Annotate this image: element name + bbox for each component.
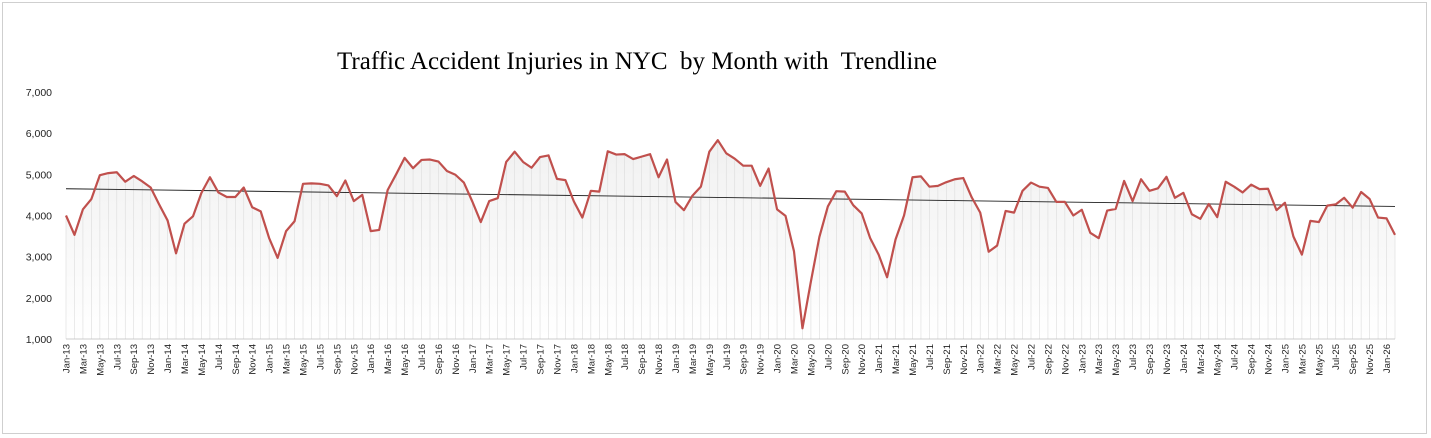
x-tick-label: May-13 (95, 344, 106, 376)
trendline-layer (65, 188, 1396, 207)
x-tick-label: Nov-22 (1060, 344, 1071, 375)
x-tick-label: Mar-25 (1297, 344, 1308, 374)
x-tick-label: Nov-15 (349, 344, 360, 375)
x-tick-label: Sep-25 (1348, 344, 1359, 375)
grid-layer (65, 140, 1396, 340)
trendline (65, 188, 1396, 207)
y-tick-label: 1,000 (26, 334, 52, 346)
x-tick-label: Nov-17 (552, 344, 563, 375)
y-axis: 1,000 2,000 3,000 4,000 5,000 6,000 7,000 (26, 87, 52, 346)
x-tick-label: May-19 (705, 344, 716, 376)
x-tick-label: Mar-15 (282, 344, 293, 374)
x-tick-label: Mar-18 (586, 344, 597, 374)
x-tick-label: May-22 (1010, 344, 1021, 376)
x-tick-label: May-24 (1213, 344, 1224, 376)
x-tick-label: Jul-19 (722, 344, 733, 370)
chart-title: Traffic Accident Injuries in NYC by Mont… (337, 48, 937, 75)
x-tick-label: Nov-14 (248, 344, 259, 375)
x-tick-label: Nov-25 (1365, 344, 1376, 375)
x-tick-label: Mar-22 (993, 344, 1004, 374)
x-tick-label: May-15 (299, 344, 310, 376)
x-tick-label: Nov-21 (959, 344, 970, 375)
x-tick-label: May-20 (806, 344, 817, 376)
x-tick-label: Jan-18 (569, 344, 580, 373)
y-tick-label: 5,000 (26, 169, 52, 181)
x-tick-label: Jul-13 (112, 344, 123, 370)
x-tick-label: Nov-13 (146, 344, 157, 375)
x-tick-label: Jul-21 (925, 344, 936, 370)
x-tick-label: Jan-16 (366, 344, 377, 373)
x-tick-label: Mar-23 (1094, 344, 1105, 374)
x-tick-label: Mar-24 (1196, 344, 1207, 374)
x-tick-label: Mar-13 (78, 344, 89, 374)
series-area-fill (66, 140, 1395, 339)
x-tick-label: Sep-24 (1247, 344, 1258, 375)
x-tick-label: May-23 (1111, 344, 1122, 376)
x-tick-label: May-17 (502, 344, 513, 376)
x-tick-label: Jan-19 (671, 344, 682, 373)
x-tick-label: Jul-15 (315, 344, 326, 370)
x-tick-label: Sep-13 (129, 344, 140, 375)
x-tick-label: Sep-18 (637, 344, 648, 375)
x-tick-label: Nov-24 (1264, 344, 1275, 375)
x-tick-label: Sep-17 (536, 344, 547, 375)
x-tick-label: May-21 (908, 344, 919, 376)
x-tick-label: Jul-14 (214, 344, 225, 370)
x-tick-label: Mar-17 (485, 344, 496, 374)
x-tick-label: Sep-14 (231, 344, 242, 375)
x-tick-label: Nov-23 (1162, 344, 1173, 375)
x-tick-label: Jan-23 (1077, 344, 1088, 373)
x-axis: Jan-13 Mar-13 May-13 Jul-13 Sep-13 Nov-13 Jan-… (62, 344, 1394, 376)
x-tick-label: Sep-20 (840, 344, 851, 375)
x-tick-label: Jul-24 (1230, 344, 1241, 370)
x-tick-label: Jan-17 (468, 344, 479, 373)
x-tick-label: Jan-25 (1280, 344, 1291, 373)
series-line-layer (64, 139, 1396, 330)
x-tick-label: May-18 (603, 344, 614, 376)
x-tick-label: Jan-13 (62, 344, 73, 373)
x-tick-label: Jan-21 (874, 344, 885, 373)
x-tick-label: Jul-22 (1027, 344, 1038, 370)
x-tick-label: Nov-19 (756, 344, 767, 375)
y-tick-label: 4,000 (26, 211, 52, 223)
area-fill-layer (66, 140, 1395, 339)
x-tick-label: Jan-26 (1382, 344, 1393, 373)
x-tick-label: Sep-22 (1043, 344, 1054, 375)
x-tick-label: Jan-15 (265, 344, 276, 373)
x-tick-label: May-14 (197, 344, 208, 376)
x-tick-label: Jul-20 (823, 344, 834, 370)
y-tick-label: 7,000 (26, 87, 52, 99)
x-tick-label: Sep-23 (1145, 344, 1156, 375)
x-tick-label: Sep-16 (434, 344, 445, 375)
x-tick-label: Jul-18 (620, 344, 631, 370)
x-tick-label: Mar-19 (688, 344, 699, 374)
x-tick-label: Sep-15 (332, 344, 343, 375)
x-tick-label: Jul-16 (417, 344, 428, 370)
x-tick-label: Nov-16 (451, 344, 462, 375)
x-tick-label: Nov-18 (654, 344, 665, 375)
x-tick-label: Jul-25 (1331, 344, 1342, 370)
x-tick-label: Jan-22 (976, 344, 987, 373)
x-tick-label: Jan-14 (163, 344, 174, 373)
x-tick-label: Jul-17 (519, 344, 530, 370)
x-tick-label: Sep-19 (739, 344, 750, 375)
x-tick-label: Mar-20 (789, 344, 800, 374)
y-tick-label: 6,000 (26, 128, 52, 140)
x-tick-label: Jul-23 (1128, 344, 1139, 370)
x-tick-label: Mar-16 (383, 344, 394, 374)
y-tick-label: 2,000 (26, 293, 52, 305)
x-tick-label: May-16 (400, 344, 411, 376)
x-tick-label: Nov-20 (857, 344, 868, 375)
series-line-injuries (64, 139, 1396, 330)
x-tick-label: Jan-20 (773, 344, 784, 373)
x-tick-label: Mar-14 (180, 344, 191, 374)
x-tick-label: May-25 (1314, 344, 1325, 376)
x-tick-label: Jan-24 (1179, 344, 1190, 373)
x-tick-label: Sep-21 (942, 344, 953, 375)
x-tick-label: Mar-21 (891, 344, 902, 374)
y-tick-label: 3,000 (26, 252, 52, 264)
